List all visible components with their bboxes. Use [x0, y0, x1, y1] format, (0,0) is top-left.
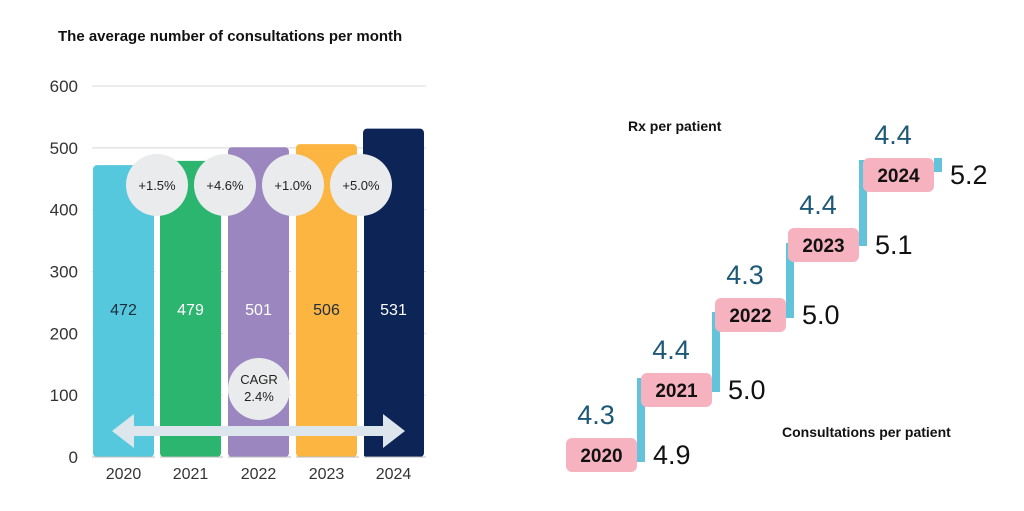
year-label: 2023	[802, 236, 844, 257]
growth-circle	[126, 154, 188, 216]
x-tick-label: 2024	[376, 466, 412, 483]
y-tick-label: 600	[50, 77, 78, 96]
x-tick-label: 2020	[106, 466, 142, 483]
consultations-per-patient-value: 5.2	[950, 160, 988, 190]
y-tick-label: 400	[50, 201, 78, 220]
year-label: 2021	[655, 381, 698, 402]
step-bar	[637, 378, 645, 462]
bar-separator	[291, 180, 296, 460]
bar-value-label: 472	[110, 302, 137, 319]
consultations-per-patient-value: 5.1	[875, 230, 913, 260]
growth-label: +1.5%	[138, 178, 176, 193]
rx-per-patient-value: 4.3	[577, 400, 615, 430]
bar-value-label: 501	[245, 302, 272, 319]
growth-circle	[330, 154, 392, 216]
y-tick-label: 300	[50, 263, 78, 282]
y-tick-label: 100	[50, 386, 78, 405]
year-box	[641, 373, 712, 407]
growth-circle	[194, 154, 256, 216]
arrow-head-left	[112, 414, 134, 448]
y-tick-label: 500	[50, 139, 78, 158]
bar-separator	[223, 180, 228, 460]
rx-per-patient-label: Rx per patient	[628, 118, 722, 134]
growth-label: +5.0%	[342, 178, 380, 193]
bar	[93, 165, 154, 457]
consultations-per-patient-value: 4.9	[653, 440, 691, 470]
year-box	[863, 158, 934, 192]
bar-value-label: 479	[177, 302, 204, 319]
arrow-shaft	[128, 426, 390, 436]
bar-value-label: 506	[313, 302, 340, 319]
bar	[296, 144, 357, 457]
step-bar	[712, 312, 720, 392]
step-bar	[859, 160, 867, 246]
year-label: 2022	[729, 306, 771, 327]
year-box	[715, 298, 786, 332]
growth-label: +1.0%	[274, 178, 312, 193]
year-label: 2020	[580, 446, 622, 467]
step-bar	[786, 243, 794, 318]
x-tick-label: 2023	[309, 466, 345, 483]
x-tick-label: 2022	[241, 466, 277, 483]
rx-per-patient-value: 4.4	[799, 190, 837, 220]
consultations-per-patient-label: Consultations per patient	[782, 424, 951, 440]
growth-label: +4.6%	[206, 178, 244, 193]
consultations-per-patient-value: 5.0	[728, 375, 766, 405]
growth-circle	[262, 154, 324, 216]
y-tick-label: 0	[69, 448, 78, 467]
cagr-circle	[228, 358, 290, 420]
bar	[160, 160, 221, 457]
cagr-value: 2.4%	[244, 389, 274, 404]
x-tick-label: 2021	[173, 466, 209, 483]
y-tick-label: 200	[50, 324, 78, 343]
cagr-label: CAGR	[240, 372, 278, 387]
year-box	[566, 438, 637, 472]
left-chart-title: The average number of consultations per …	[58, 28, 403, 45]
arrow-head-right	[383, 414, 405, 448]
year-box	[788, 228, 859, 262]
bar-value-label: 531	[380, 302, 407, 319]
rx-per-patient-value: 4.4	[652, 335, 690, 365]
step-bar	[934, 158, 942, 172]
bar-separator	[155, 180, 160, 460]
rx-per-patient-value: 4.4	[874, 120, 912, 150]
rx-per-patient-value: 4.3	[726, 260, 764, 290]
year-label: 2024	[877, 166, 920, 187]
consultations-per-patient-value: 5.0	[802, 300, 840, 330]
bar-separator	[359, 180, 364, 460]
